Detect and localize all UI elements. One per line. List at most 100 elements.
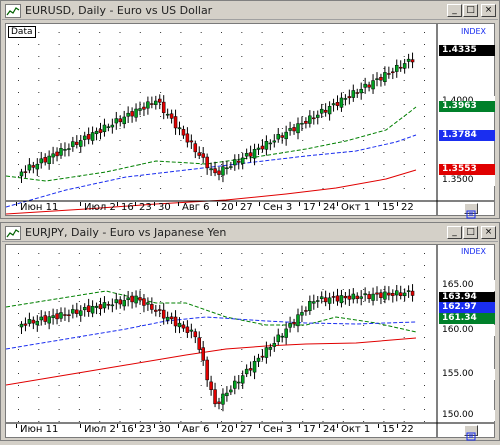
grid-dot bbox=[363, 277, 365, 278]
grid-dot bbox=[383, 152, 385, 153]
scale-icon bbox=[466, 432, 476, 441]
grid-dot bbox=[383, 373, 385, 374]
price-chart-area[interactable]: INDEX 165.00 163.94 162.97 161.34 160.00… bbox=[5, 244, 495, 441]
candle-body bbox=[55, 313, 59, 320]
scale-button[interactable] bbox=[464, 425, 478, 441]
grid-dot bbox=[302, 164, 304, 165]
grid-dot bbox=[180, 277, 182, 278]
grid-dot bbox=[58, 104, 60, 105]
price-chart-area[interactable]: Data INDEX 1.4335 1.4000 1.3963 1.3784 1… bbox=[5, 23, 495, 219]
candle-body bbox=[106, 304, 111, 306]
grid-dot bbox=[38, 337, 40, 338]
grid-dot bbox=[241, 373, 243, 374]
grid-dot bbox=[160, 397, 162, 398]
grid-dot bbox=[403, 80, 405, 81]
grid-dot bbox=[261, 385, 263, 386]
grid-dot bbox=[383, 116, 385, 117]
grid-dot bbox=[78, 92, 80, 93]
close-button[interactable]: × bbox=[481, 226, 496, 239]
minimize-button[interactable]: _ bbox=[447, 4, 462, 17]
maximize-button[interactable]: □ bbox=[463, 226, 478, 239]
grid-dot bbox=[18, 176, 19, 177]
grid-dot bbox=[200, 349, 202, 350]
grid-dot bbox=[424, 313, 425, 314]
grid-dot bbox=[322, 361, 324, 362]
grid-dot bbox=[139, 140, 141, 141]
grid-dot bbox=[261, 44, 263, 45]
grid-dot bbox=[342, 92, 344, 93]
grid-dot bbox=[221, 104, 222, 105]
grid-dot bbox=[200, 104, 202, 105]
grid-dot bbox=[78, 128, 80, 129]
grid-dot bbox=[200, 140, 202, 141]
grid-dot bbox=[302, 373, 304, 374]
grid-dot bbox=[180, 164, 182, 165]
scale-button[interactable] bbox=[464, 203, 478, 219]
date-tick-label: 20 bbox=[221, 424, 234, 435]
title-bar[interactable]: EURJPY, Daily - Euro vs Japanese Yen _ □… bbox=[2, 224, 498, 242]
maximize-button[interactable]: □ bbox=[463, 4, 478, 17]
grid-dot bbox=[38, 176, 40, 177]
grid-dot bbox=[200, 301, 202, 302]
grid-dot bbox=[99, 176, 101, 177]
grid-dot bbox=[38, 265, 40, 266]
date-tick bbox=[178, 202, 179, 206]
candle-body bbox=[379, 292, 383, 298]
grid-dot bbox=[78, 116, 80, 117]
date-tick bbox=[135, 424, 136, 428]
candle-body bbox=[102, 124, 107, 133]
grid-dot bbox=[342, 277, 344, 278]
date-tick bbox=[397, 202, 398, 206]
grid-dot bbox=[119, 80, 121, 81]
grid-dot bbox=[58, 188, 60, 189]
grid-dot bbox=[160, 188, 162, 189]
grid-dot bbox=[302, 253, 304, 254]
grid-dot bbox=[424, 128, 425, 129]
grid-dot bbox=[363, 116, 365, 117]
grid-dot bbox=[139, 373, 141, 374]
candle-body bbox=[35, 163, 40, 170]
grid-dot bbox=[342, 116, 344, 117]
grid-dot bbox=[424, 92, 425, 93]
eurusd-chart-window[interactable]: EURUSD, Daily - Euro vs US Dollar _ □ × … bbox=[0, 0, 500, 219]
grid-dot bbox=[383, 92, 385, 93]
candle-body bbox=[75, 141, 79, 145]
minimize-button[interactable]: _ bbox=[447, 226, 462, 239]
grid-dot bbox=[322, 409, 324, 410]
candle-body bbox=[193, 143, 198, 153]
eurjpy-chart-window[interactable]: EURJPY, Daily - Euro vs Japanese Yen _ □… bbox=[0, 222, 500, 441]
grid-dot bbox=[424, 253, 425, 254]
grid-dot bbox=[241, 44, 243, 45]
grid-dot bbox=[38, 313, 40, 314]
grid-dot bbox=[180, 301, 182, 302]
date-tick-label: Авг 6 bbox=[182, 424, 210, 435]
candle-body bbox=[237, 160, 241, 163]
price-tag-5: 160.00 bbox=[439, 325, 495, 336]
close-button[interactable]: × bbox=[481, 4, 496, 17]
grid-dot bbox=[139, 277, 141, 278]
grid-dot bbox=[383, 397, 385, 398]
candle-body bbox=[410, 290, 415, 296]
grid-dot bbox=[38, 289, 40, 290]
candlestick-plot[interactable] bbox=[6, 24, 494, 215]
window-title: EURUSD, Daily - Euro vs US Dollar bbox=[25, 4, 213, 17]
grid-dot bbox=[342, 188, 344, 189]
date-tick-label: Сен 3 bbox=[263, 202, 293, 213]
grid-dot bbox=[78, 397, 80, 398]
grid-dot bbox=[221, 385, 222, 386]
grid-dot bbox=[241, 409, 243, 410]
date-tick-label: 15 bbox=[382, 202, 395, 213]
title-bar[interactable]: EURUSD, Daily - Euro vs US Dollar _ □ × bbox=[2, 2, 498, 20]
date-axis: Июн 11 Июл 2 16 23 30 Авг 6 20 27 Сен 3 17 24 Окт 1… bbox=[6, 424, 436, 437]
grid-dot bbox=[78, 68, 80, 69]
grid-dot bbox=[424, 409, 425, 410]
grid-dot bbox=[58, 44, 60, 45]
date-tick-label: Окт 1 bbox=[341, 424, 371, 435]
candle-body bbox=[110, 304, 115, 307]
candlestick-plot[interactable] bbox=[6, 245, 494, 437]
candle-body bbox=[142, 106, 146, 110]
candle-body bbox=[59, 312, 63, 319]
grid-dot bbox=[302, 140, 304, 141]
grid-dot bbox=[221, 361, 222, 362]
grid-dot bbox=[281, 253, 283, 254]
